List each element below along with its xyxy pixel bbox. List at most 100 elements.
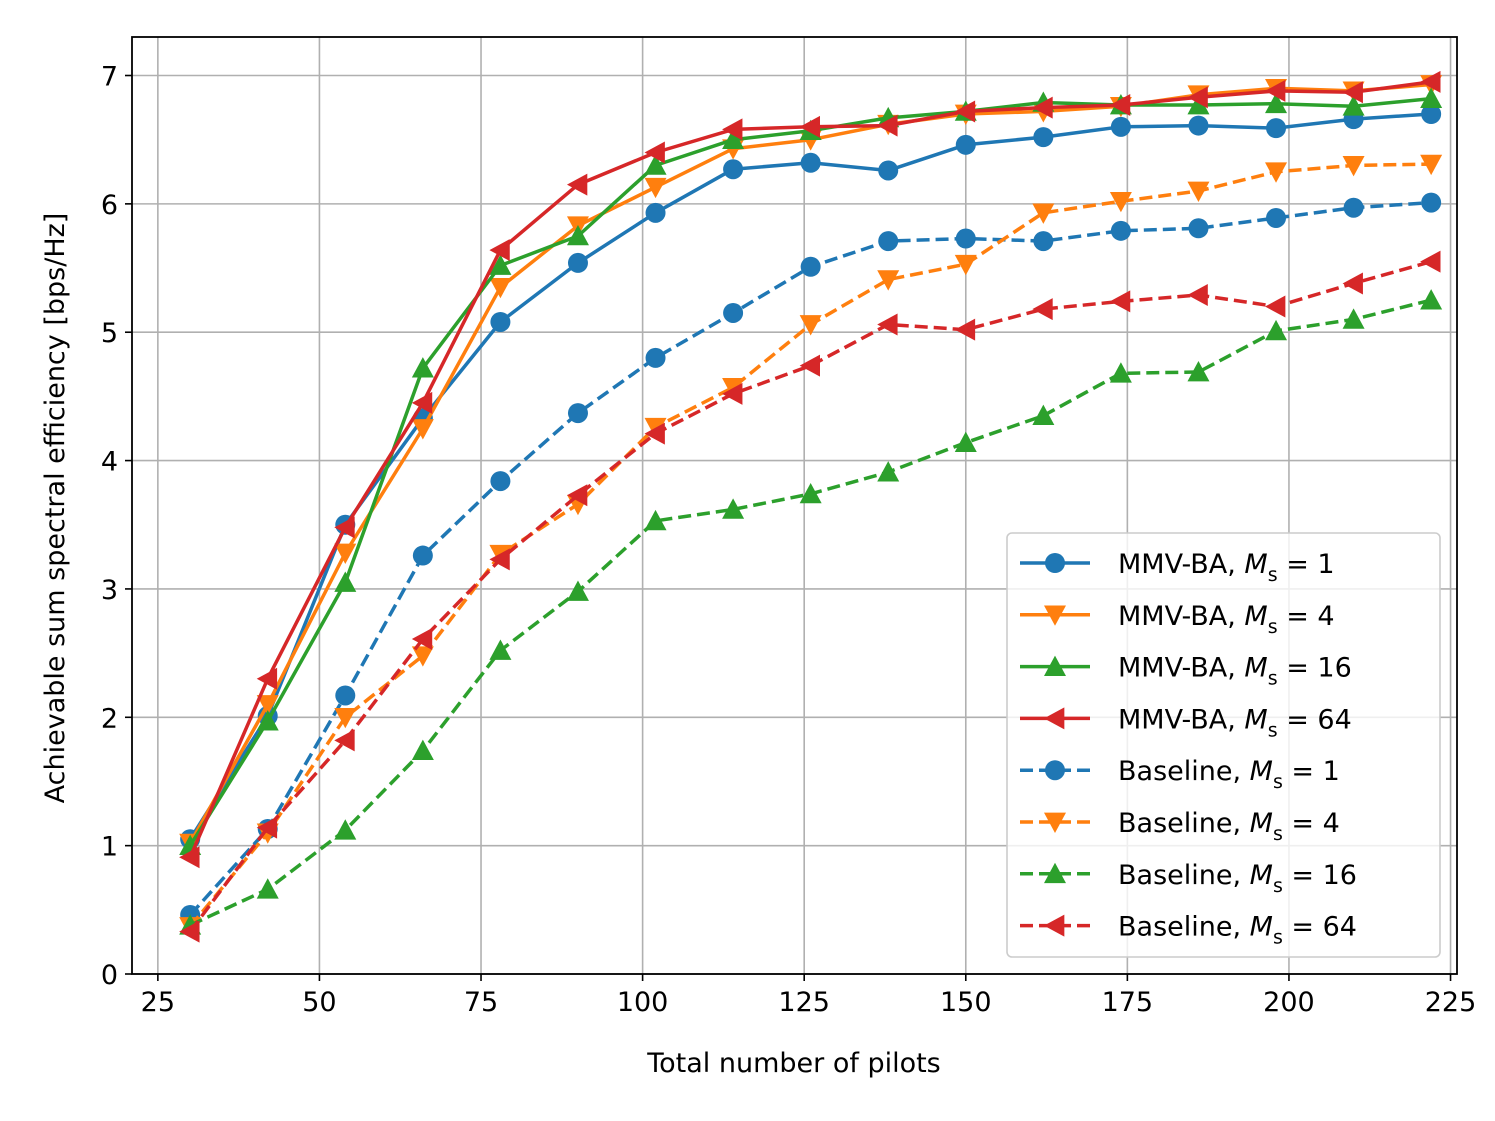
series-group (179, 70, 1443, 943)
data-point (723, 302, 744, 323)
legend-label-method: MMV-BA, (1118, 549, 1244, 580)
data-point (1342, 272, 1363, 295)
data-point (1342, 156, 1365, 177)
series-line (188, 259, 1432, 933)
data-point (1420, 289, 1443, 310)
data-point (799, 115, 821, 138)
data-point (567, 403, 588, 424)
legend-label-method: MMV-BA, (1118, 653, 1244, 684)
data-point (1421, 192, 1442, 213)
data-point (877, 270, 900, 291)
series-5 (180, 192, 1442, 925)
x-tick-label: 75 (464, 987, 498, 1018)
data-point (1342, 81, 1363, 104)
data-point (1032, 298, 1053, 321)
data-point (955, 134, 976, 155)
y-tick-label: 7 (101, 62, 118, 93)
data-point (1266, 118, 1287, 139)
legend-item: Baseline, Ms = 16 (1020, 860, 1357, 897)
data-point (256, 667, 278, 690)
legend-label-value: = 16 (1283, 860, 1357, 891)
data-point (954, 431, 977, 452)
legend-label-subscript: s (1268, 616, 1278, 638)
legend-item: Baseline, Ms = 1 (1020, 756, 1340, 793)
series-4 (179, 70, 1441, 869)
data-point (723, 159, 744, 180)
x-tick-label: 100 (617, 987, 669, 1018)
data-point (411, 391, 433, 414)
legend-marker (1044, 914, 1065, 937)
data-point (644, 177, 667, 199)
data-point (1266, 207, 1287, 228)
data-point (411, 646, 434, 667)
data-point (334, 729, 355, 752)
data-point (1109, 191, 1132, 213)
data-point (1033, 127, 1054, 148)
data-point (411, 739, 434, 761)
legend-item: Baseline, Ms = 4 (1020, 808, 1340, 845)
legend-marker (1044, 862, 1066, 884)
data-point (722, 128, 745, 150)
legend-label-value: = 64 (1278, 704, 1352, 735)
legend-label-value: = 64 (1283, 912, 1357, 943)
legend-label: Baseline, Ms = 1 (1118, 756, 1340, 793)
legend-label-method: Baseline, (1118, 912, 1250, 943)
legend-label-method: Baseline, (1118, 860, 1250, 891)
data-point (800, 256, 821, 277)
data-point (411, 419, 434, 440)
legend-marker (1044, 655, 1066, 676)
data-point (566, 580, 589, 601)
legend-label-method: MMV-BA, (1118, 704, 1244, 735)
legend-marker (1045, 553, 1065, 573)
data-point (334, 819, 357, 840)
data-point (645, 202, 666, 223)
data-point (877, 313, 898, 336)
data-point (566, 484, 588, 507)
data-point (644, 509, 667, 531)
data-point (1421, 104, 1442, 125)
x-tick-label: 125 (778, 987, 830, 1018)
data-point (644, 154, 667, 175)
legend-label: MMV-BA, Ms = 64 (1118, 704, 1352, 741)
data-point (1265, 319, 1288, 341)
y-tick-label: 4 (101, 447, 118, 478)
data-point (1265, 162, 1288, 183)
legend-label-subscript: s (1273, 927, 1283, 949)
legend-label-value: = 16 (1278, 653, 1352, 684)
data-point (1187, 361, 1210, 382)
legend-label-symbol: M (1244, 549, 1267, 580)
legend-label-symbol: M (1244, 704, 1267, 735)
data-point (644, 422, 665, 445)
data-point (799, 315, 822, 336)
legend-marker (1044, 605, 1066, 626)
series-8 (179, 250, 1441, 943)
y-tick-label: 3 (101, 575, 118, 606)
data-point (489, 639, 512, 660)
data-point (179, 846, 200, 869)
data-point (800, 152, 821, 173)
x-axis-label: Total number of pilots (646, 1048, 941, 1079)
y-tick-label: 1 (101, 832, 118, 863)
x-tick-label: 225 (1425, 987, 1477, 1018)
data-point (645, 347, 666, 368)
data-point (1110, 220, 1131, 241)
legend-label-symbol: M (1250, 912, 1273, 943)
legend-label-symbol: M (1250, 756, 1273, 787)
data-point (1187, 94, 1210, 115)
legend-label: MMV-BA, Ms = 16 (1118, 653, 1352, 690)
data-point (722, 382, 743, 405)
data-point (334, 543, 357, 564)
legend-label-value: = 4 (1283, 808, 1340, 839)
data-point (412, 545, 433, 566)
legend-item: MMV-BA, Ms = 4 (1020, 601, 1335, 638)
legend-item: MMV-BA, Ms = 64 (1020, 704, 1352, 741)
data-point (1342, 95, 1365, 116)
y-tick-label: 5 (101, 318, 118, 349)
data-point (1033, 231, 1054, 252)
legend-label: MMV-BA, Ms = 4 (1118, 601, 1335, 638)
data-point (1109, 362, 1132, 383)
legend-label-symbol: M (1250, 860, 1273, 891)
data-point (1265, 92, 1288, 114)
data-point (1420, 250, 1441, 273)
data-point (1109, 94, 1131, 117)
